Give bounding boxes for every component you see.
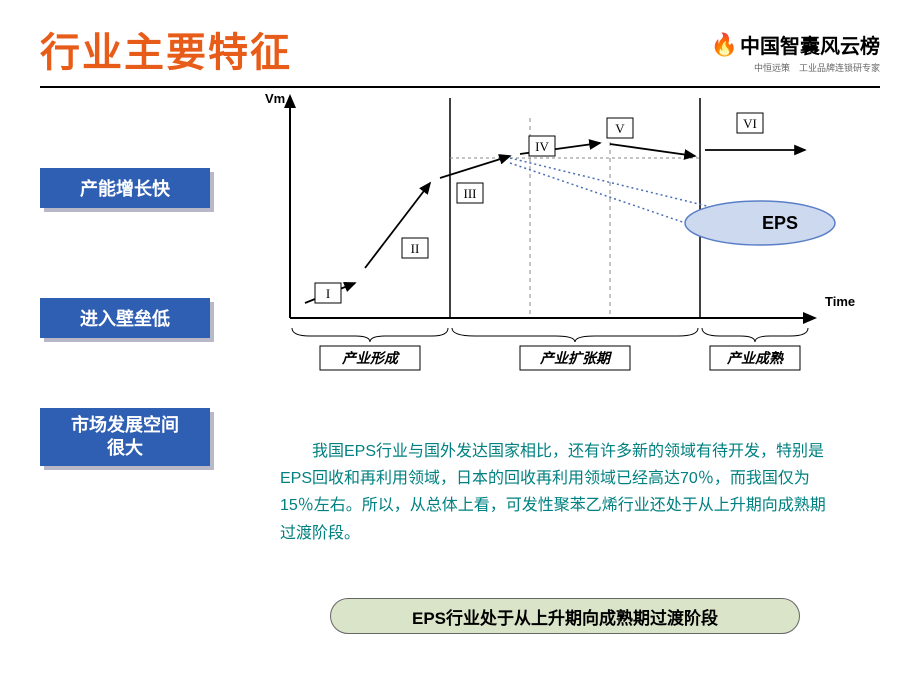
sidebar-label: 进入壁垒低	[40, 298, 210, 338]
phase-label-1: 产业形成	[341, 350, 401, 366]
brace-group	[292, 328, 808, 342]
page-title: 行业主要特征	[40, 20, 292, 78]
x-axis-label: Time	[825, 294, 855, 309]
sidebar-item-1: 产能增长快	[40, 168, 210, 208]
phase-label-2: 产业扩张期	[539, 350, 613, 366]
eps-connector-2	[510, 163, 700, 228]
header: 行业主要特征 🔥 中国智囊风云榜 中恒远策 工业品牌连锁研专家	[0, 0, 920, 78]
description-paragraph: 我国EPS行业与国外发达国家相比，还有许多新的领域有待开发，特别是EPS回收和再…	[280, 438, 840, 547]
logo-main: 🔥 中国智囊风云榜	[711, 30, 880, 59]
svg-text:I: I	[326, 286, 330, 301]
eps-bubble	[685, 201, 835, 245]
svg-text:IV: IV	[535, 139, 549, 154]
logo-text: 中国智囊风云榜	[740, 30, 880, 59]
summary-pill: EPS行业处于从上升期向成熟期过渡阶段	[330, 598, 800, 634]
logo-subtitle: 中恒远策 工业品牌连锁研专家	[711, 61, 880, 74]
logo: 🔥 中国智囊风云榜 中恒远策 工业品牌连锁研专家	[711, 30, 880, 74]
content: 产能增长快 进入壁垒低 市场发展空间 很大 Vm Time	[0, 88, 920, 98]
eps-label: EPS	[762, 213, 798, 233]
chart-svg: Vm Time IIIIIIIVVVI EPS	[250, 88, 870, 398]
svg-text:V: V	[615, 121, 625, 136]
eps-connector-1	[510, 158, 715, 208]
sidebar-label: 产能增长快	[40, 168, 210, 208]
sidebar-item-3: 市场发展空间 很大	[40, 408, 210, 448]
flame-icon: 🔥	[711, 32, 738, 58]
roman-group: IIIIIIIVVVI	[315, 113, 763, 303]
sidebar-label: 市场发展空间 很大	[40, 408, 210, 466]
svg-text:VI: VI	[743, 116, 757, 131]
sidebar: 产能增长快 进入壁垒低 市场发展空间 很大	[40, 98, 210, 538]
y-axis-label: Vm	[265, 91, 285, 106]
svg-text:II: II	[411, 241, 420, 256]
lifecycle-chart: Vm Time IIIIIIIVVVI EPS	[250, 88, 870, 398]
sidebar-item-2: 进入壁垒低	[40, 298, 210, 338]
svg-text:III: III	[464, 186, 477, 201]
phase-label-3: 产业成熟	[726, 350, 784, 366]
